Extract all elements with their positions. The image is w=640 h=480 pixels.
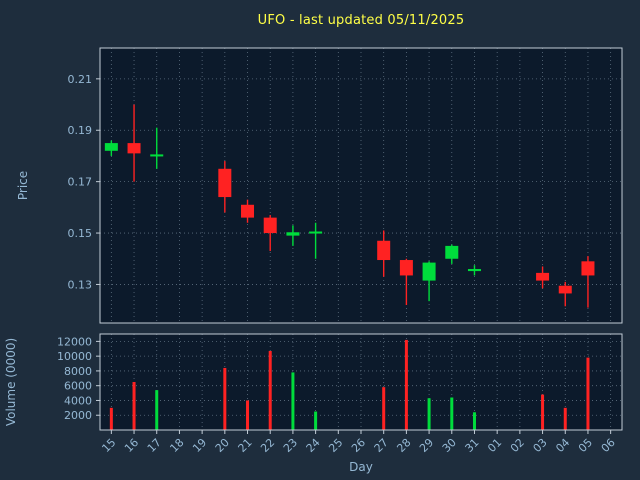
candle-body-28 (399, 260, 413, 276)
volume-bar-21 (246, 400, 250, 430)
x-tick-label: 01 (485, 436, 504, 455)
candle-body-05 (581, 261, 595, 276)
volume-bar-27 (382, 387, 386, 430)
x-tick-label: 03 (531, 436, 550, 455)
candle-body-04 (558, 285, 572, 294)
day-axis-label: Day (349, 460, 373, 474)
candle-body-03 (536, 272, 550, 281)
x-tick-label: 02 (508, 436, 527, 455)
price-tick-label: 0.15 (68, 227, 93, 240)
candle-body-27 (377, 240, 391, 261)
volume-tick-label: 2000 (64, 409, 92, 422)
volume-bar-30 (450, 397, 454, 430)
candle-body-21 (241, 204, 255, 218)
price-plot-background (100, 48, 622, 323)
x-tick-label: 20 (213, 436, 232, 455)
price-axis-label: Price (16, 171, 30, 200)
candle-body-30 (445, 245, 459, 259)
x-tick-label: 17 (145, 436, 164, 455)
volume-tick-label: 4000 (64, 394, 92, 407)
volume-bar-20 (223, 367, 227, 430)
x-tick-label: 05 (576, 436, 595, 455)
candle-body-15 (104, 143, 118, 151)
x-tick-label: 06 (599, 436, 618, 455)
price-plot-border (99, 47, 623, 324)
candle-body-16 (127, 143, 141, 154)
volume-tick-label: 8000 (64, 365, 92, 378)
volume-bar-03 (541, 394, 545, 430)
volume-tick-label: 12000 (57, 335, 92, 348)
x-tick-label: 21 (236, 436, 255, 455)
volume-bar-22 (268, 350, 272, 430)
candle-body-31 (467, 269, 481, 272)
volume-bar-04 (563, 407, 567, 430)
volume-bar-31 (472, 412, 476, 430)
price-tick-label: 0.13 (68, 278, 93, 291)
x-tick-label: 28 (394, 436, 413, 455)
x-tick-label: 31 (463, 436, 482, 455)
chart-title: UFO - last updated 05/11/2025 (257, 13, 465, 28)
volume-bar-05 (586, 357, 590, 430)
x-tick-label: 27 (372, 436, 391, 455)
volume-bar-17 (155, 390, 159, 430)
volume-bar-29 (427, 398, 431, 430)
price-tick-label: 0.21 (68, 73, 93, 86)
x-tick-label: 23 (281, 436, 300, 455)
volume-axis-label: Volume (0000) (4, 338, 18, 426)
x-tick-label: 19 (190, 436, 209, 455)
volume-bar-24 (314, 411, 318, 430)
candle-body-23 (286, 232, 300, 236)
candle-body-17 (150, 154, 164, 157)
volume-bar-23 (291, 372, 295, 430)
x-tick-label: 26 (349, 436, 368, 455)
volume-tick-label: 10000 (57, 350, 92, 363)
x-tick-label: 24 (304, 436, 323, 455)
candle-body-29 (422, 262, 436, 281)
candle-body-24 (309, 231, 323, 234)
x-tick-label: 29 (417, 436, 436, 455)
volume-bar-28 (404, 339, 408, 430)
volume-bar-15 (109, 407, 113, 430)
candle-body-22 (263, 217, 277, 234)
volume-bar-16 (132, 382, 136, 430)
candle-body-20 (218, 168, 232, 198)
x-tick-label: 15 (99, 436, 118, 455)
x-tick-label: 30 (440, 436, 459, 455)
x-tick-label: 04 (553, 436, 572, 455)
x-tick-label: 22 (258, 436, 277, 455)
x-tick-label: 25 (326, 436, 345, 455)
x-tick-label: 18 (167, 436, 186, 455)
x-tick-label: 16 (122, 436, 141, 455)
price-tick-label: 0.17 (68, 176, 93, 189)
volume-tick-label: 6000 (64, 380, 92, 393)
price-tick-label: 0.19 (68, 124, 93, 137)
